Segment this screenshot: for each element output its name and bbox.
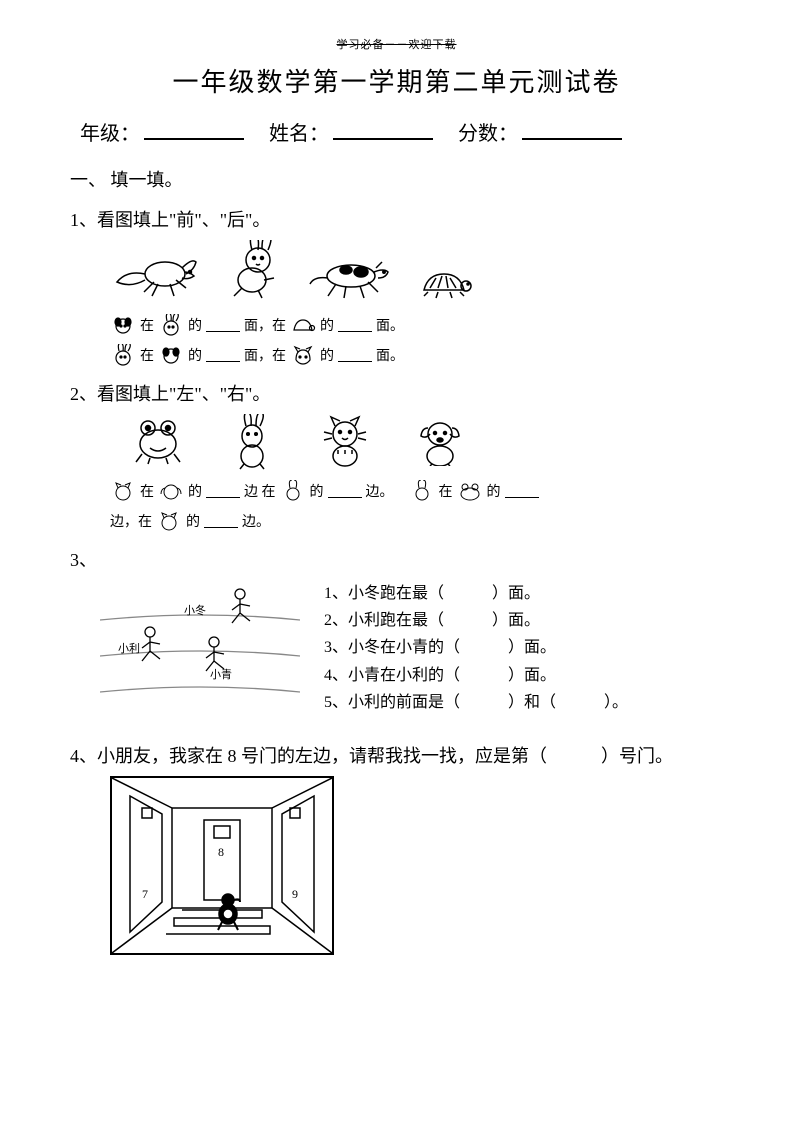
q2-animals-row	[130, 414, 723, 470]
watermark-text: 学习必备－－欢迎下载	[70, 36, 723, 52]
grade-blank[interactable]	[144, 120, 244, 140]
student-info-line: 年级： 姓名： 分数：	[80, 117, 723, 146]
q1-blank[interactable]	[338, 319, 372, 332]
turtle-mini-icon	[290, 314, 316, 336]
rabbit-head-icon	[158, 314, 184, 336]
txt: 面。	[376, 315, 404, 335]
txt: 面，在	[244, 315, 286, 335]
txt: 的	[188, 345, 202, 365]
q2-blank[interactable]	[204, 515, 238, 528]
grade-label: 年级：	[80, 123, 140, 145]
race-animals-row	[110, 240, 723, 300]
q2-sentence-1: 在 的 边 在 的 边。 在 的	[110, 480, 723, 502]
svg-text:小冬: 小冬	[184, 603, 206, 617]
q4-door-illustration: 7 8 9	[110, 776, 334, 955]
txt: 在	[140, 315, 154, 335]
txt: 的	[320, 315, 334, 335]
txt: 边。	[366, 481, 394, 501]
q1-blank[interactable]	[338, 349, 372, 362]
dog-head-icon	[110, 314, 136, 336]
q3-lines: 1、小冬跑在最（ ）面。 2、小利跑在最（ ）面。 3、小冬在小青的（ ）面。 …	[324, 580, 628, 716]
q3-line-3: 3、小冬在小青的（ ）面。	[324, 634, 628, 661]
txt: 边 在	[244, 481, 276, 501]
dog-head-icon	[158, 344, 184, 366]
txt: 在	[140, 345, 154, 365]
txt: 在	[140, 481, 154, 501]
q1-sentence-1: 在 的 面，在 的 面。	[110, 314, 723, 336]
name-label: 姓名：	[269, 123, 329, 145]
puppy-icon	[414, 414, 466, 466]
svg-text:小利: 小利	[118, 642, 140, 655]
q1-blank[interactable]	[206, 319, 240, 332]
txt: 的	[310, 481, 324, 501]
frog-icon	[130, 414, 186, 466]
txt: 在	[439, 481, 453, 501]
score-blank[interactable]	[522, 120, 622, 140]
cat-mini-icon	[156, 510, 182, 532]
name-blank[interactable]	[333, 120, 433, 140]
frog-mini-icon	[457, 480, 483, 502]
dog-icon	[306, 250, 396, 300]
q1-illustration: 在 的 面，在 的 面。 在 的 面，在 的 面。	[110, 240, 723, 366]
q1-blank[interactable]	[206, 349, 240, 362]
txt: 的	[188, 315, 202, 335]
rabbit-mini-icon	[409, 480, 435, 502]
section-1-heading: 一、 填一填。	[70, 166, 723, 192]
q2-blank[interactable]	[328, 485, 362, 498]
svg-text:小青: 小青	[210, 668, 232, 681]
cat-mini-icon	[110, 480, 136, 502]
cat-icon	[318, 414, 372, 468]
score-label: 分数：	[458, 123, 518, 145]
q2-illustration: 在 的 边 在 的 边。 在 的 边，在 的 边。	[110, 414, 723, 532]
rabbit-icon	[218, 240, 288, 300]
svg-text:7: 7	[142, 887, 148, 901]
turtle-icon	[414, 264, 474, 300]
q1-sentence-2: 在 的 面，在 的 面。	[110, 344, 723, 366]
txt: 的	[487, 481, 501, 501]
fox-icon	[110, 244, 200, 300]
puppy-mini-icon	[158, 480, 184, 502]
q3-line-4: 4、小青在小利的（ ）面。	[324, 662, 628, 689]
svg-text:9: 9	[292, 887, 298, 901]
txt: 边。	[242, 511, 270, 531]
runners-icon: 小冬 小利 小青	[100, 580, 300, 700]
q2-prompt: 2、看图填上"左"、"右"。	[70, 380, 723, 406]
rabbit-mini-icon	[280, 480, 306, 502]
svg-text:8: 8	[218, 845, 224, 859]
rabbit2-icon	[228, 414, 276, 470]
q2-sentence-2: 边，在 的 边。	[110, 510, 723, 532]
q2-blank[interactable]	[206, 485, 240, 498]
txt: 面。	[376, 345, 404, 365]
txt: 边，在	[110, 511, 152, 531]
q1-prompt: 1、看图填上"前"、"后"。	[70, 206, 723, 232]
fox-head-icon	[290, 344, 316, 366]
q4-prompt: 4、小朋友，我家在 8 号门的左边，请帮我找一找，应是第（ ）号门。	[70, 742, 723, 768]
txt: 面，在	[244, 345, 286, 365]
q2-blank[interactable]	[505, 485, 539, 498]
page-title: 一年级数学第一学期第二单元测试卷	[70, 62, 723, 99]
q3-wrap: 小冬 小利 小青 1、小冬跑在最（ ）面。 2、小利跑在最（ ）面。 3、小冬在…	[100, 580, 723, 716]
txt: 的	[188, 481, 202, 501]
q3-prompt: 3、	[70, 546, 723, 572]
q3-line-2: 2、小利跑在最（ ）面。	[324, 607, 628, 634]
q3-line-1: 1、小冬跑在最（ ）面。	[324, 580, 628, 607]
txt: 的	[186, 511, 200, 531]
txt: 的	[320, 345, 334, 365]
rabbit-head-icon	[110, 344, 136, 366]
q3-line-5: 5、小利的前面是（ ）和（ ）。	[324, 689, 628, 716]
